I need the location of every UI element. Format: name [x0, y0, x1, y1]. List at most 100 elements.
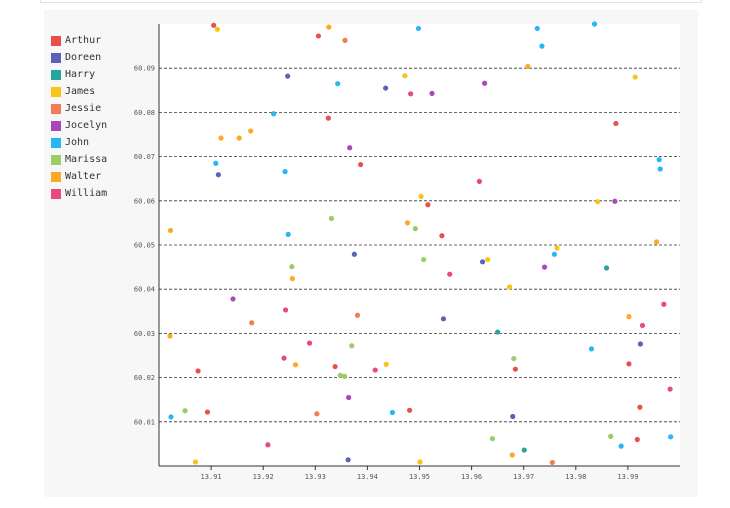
x-tick-label: 13.94 — [357, 473, 378, 481]
legend-item-james[interactable]: James — [51, 83, 151, 100]
y-tick-label: 60.01 — [134, 418, 155, 426]
data-point-walter — [167, 333, 173, 339]
data-point-arthur — [204, 409, 211, 415]
x-tick-label: 13.93 — [305, 473, 326, 481]
data-point-walter — [653, 239, 660, 245]
data-point-james — [417, 459, 423, 465]
legend-label: Walter — [65, 171, 102, 182]
data-point-john — [282, 169, 288, 175]
y-tick-label: 60.03 — [134, 330, 155, 338]
data-point-james — [402, 73, 408, 79]
data-point-jessie — [314, 411, 320, 417]
legend-label: Marissa — [65, 154, 108, 165]
data-point-walter — [167, 227, 174, 234]
data-point-arthur — [358, 161, 364, 168]
data-point-john — [656, 157, 662, 163]
chart-legend: Arthur Doreen Harry James Jessie Jocelyn John M… — [51, 32, 151, 202]
data-point-jocelyn — [346, 394, 352, 401]
data-point-james — [192, 459, 199, 465]
data-point-marissa — [421, 256, 427, 263]
data-point-john — [618, 443, 624, 449]
legend-swatch — [51, 120, 61, 131]
y-axis-ticks: 60.01 60.02 60.03 60.04 60.05 60.06 60.07 60.08… — [134, 65, 155, 427]
legend-swatch — [51, 52, 61, 63]
data-point-john — [415, 25, 422, 32]
data-point-jessie — [354, 312, 361, 318]
data-point-william — [661, 301, 667, 307]
data-point-john — [534, 25, 540, 32]
data-point-jessie — [342, 37, 348, 43]
x-tick-label: 13.97 — [513, 473, 534, 481]
data-point-walter — [292, 362, 299, 368]
legend-item-arthur[interactable]: Arthur — [51, 32, 151, 49]
data-point-john — [335, 81, 341, 87]
legend-swatch — [51, 171, 61, 182]
data-point-arthur — [439, 233, 445, 239]
x-tick-label: 13.92 — [253, 473, 274, 481]
x-tick-label: 13.99 — [617, 473, 638, 481]
legend-swatch — [51, 86, 61, 97]
data-point-jocelyn — [612, 198, 618, 204]
data-point-arthur — [512, 366, 518, 372]
legend-swatch — [51, 154, 61, 165]
y-tick-label: 60.08 — [134, 109, 155, 117]
data-point-arthur — [637, 404, 643, 410]
data-point-arthur — [325, 115, 331, 121]
data-point-william — [283, 307, 289, 313]
data-point-arthur — [332, 363, 338, 370]
legend-swatch — [51, 35, 61, 46]
data-point-doreen — [440, 316, 447, 322]
legend-item-jocelyn[interactable]: Jocelyn — [51, 117, 151, 134]
data-point-marissa — [341, 373, 348, 379]
legend-item-marissa[interactable]: Marissa — [51, 151, 151, 168]
data-point-arthur — [407, 407, 413, 413]
data-point-doreen — [383, 85, 389, 91]
legend-swatch — [51, 137, 61, 148]
data-point-jocelyn — [347, 145, 353, 151]
y-tick-label: 60.06 — [134, 197, 155, 205]
legend-label: Jocelyn — [65, 120, 108, 131]
data-point-arthur — [613, 120, 619, 127]
data-point-john — [271, 111, 277, 117]
data-point-john — [168, 414, 174, 420]
y-tick-label: 60.05 — [134, 242, 155, 250]
data-point-william — [306, 340, 313, 346]
data-point-james — [214, 26, 220, 32]
x-tick-label: 13.98 — [565, 473, 586, 481]
data-point-arthur — [425, 202, 431, 208]
data-point-william — [372, 367, 378, 373]
top-panel-edge — [40, 0, 702, 3]
data-point-doreen — [637, 341, 644, 347]
data-point-james — [485, 256, 491, 263]
data-point-marissa — [489, 435, 496, 442]
data-point-walter — [248, 128, 254, 134]
data-point-john — [213, 160, 219, 166]
data-point-jessie — [549, 459, 555, 466]
legend-item-william[interactable]: William — [51, 185, 151, 202]
gridlines — [159, 67, 680, 423]
data-point-james — [507, 284, 513, 290]
legend-item-walter[interactable]: Walter — [51, 168, 151, 185]
data-point-james — [632, 74, 638, 80]
data-point-marissa — [337, 372, 343, 378]
legend-item-doreen[interactable]: Doreen — [51, 49, 151, 66]
data-point-walter — [525, 63, 531, 70]
data-points — [167, 21, 674, 466]
data-point-john — [657, 166, 663, 172]
legend-item-john[interactable]: John — [51, 134, 151, 151]
data-point-doreen — [215, 172, 221, 178]
x-tick-label: 13.96 — [461, 473, 482, 481]
legend-label: Harry — [65, 69, 96, 80]
data-point-walter — [509, 452, 515, 458]
x-tick-label: 13.91 — [201, 473, 222, 481]
data-point-william — [667, 386, 673, 392]
legend-item-harry[interactable]: Harry — [51, 66, 151, 83]
legend-item-jessie[interactable]: Jessie — [51, 100, 151, 117]
legend-label: Jessie — [65, 103, 102, 114]
data-point-jocelyn — [230, 296, 236, 302]
legend-swatch — [51, 69, 61, 80]
data-point-jocelyn — [482, 80, 488, 86]
data-point-jocelyn — [429, 90, 435, 96]
data-point-james — [383, 361, 389, 367]
